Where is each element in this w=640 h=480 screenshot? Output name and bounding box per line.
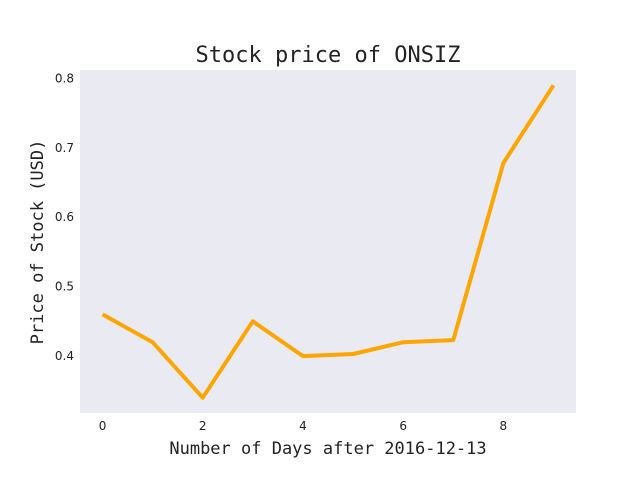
plot-area — [80, 70, 576, 413]
y-tick-label: 0.6 — [55, 210, 74, 224]
y-tick-label: 0.8 — [55, 71, 74, 85]
price-line — [101, 84, 556, 400]
y-axis-label: Price of Stock (USD) — [28, 140, 48, 345]
x-tick-label: 6 — [399, 419, 407, 433]
y-tick-label: 0.5 — [55, 280, 74, 294]
x-tick-label: 4 — [299, 419, 307, 433]
y-tick-label: 0.4 — [55, 349, 74, 363]
chart-title: Stock price of ONSIZ — [196, 43, 461, 68]
y-tick-label: 0.7 — [55, 141, 74, 155]
x-tick-label: 0 — [99, 419, 107, 433]
x-tick-label: 2 — [199, 419, 207, 433]
x-axis-label: Number of Days after 2016-12-13 — [169, 439, 486, 459]
x-axis-ticks: 0 2 4 6 8 — [99, 419, 507, 433]
y-axis-ticks: 0.4 0.5 0.6 0.7 0.8 — [55, 71, 74, 363]
x-tick-label: 8 — [500, 419, 508, 433]
